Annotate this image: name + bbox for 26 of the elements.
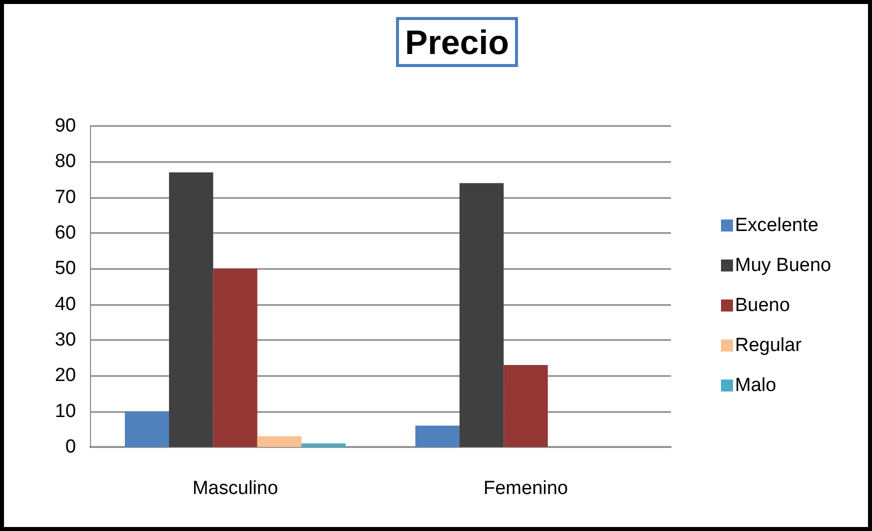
bar [504,364,548,447]
legend-label: Bueno [735,295,790,316]
legend-label: Malo [735,375,776,396]
y-tick-label: 60 [54,222,76,244]
bar [301,443,346,447]
legend-label: Excelente [735,215,818,236]
y-tick-label: 40 [54,294,76,315]
bar [415,426,460,447]
y-tick-label: 30 [54,330,76,350]
bar [257,436,302,447]
y-tick-label: 20 [54,365,76,386]
legend-label: Muy Bueno [735,255,832,276]
bar [460,183,504,447]
bar [169,172,214,447]
y-tick-label: 10 [54,400,76,422]
y-tick-label: 80 [54,151,76,172]
x-tick-label: Femenino [484,478,568,499]
legend-label: Regular [735,335,802,356]
chart-title: Precio [405,24,509,62]
y-tick-label: 70 [54,186,76,208]
bar [124,411,170,447]
bar [213,268,258,447]
y-tick-label: 90 [54,116,76,136]
x-tick-label: Masculino [192,478,278,499]
y-tick-label: 50 [54,258,76,280]
y-tick-label: 0 [65,436,76,458]
